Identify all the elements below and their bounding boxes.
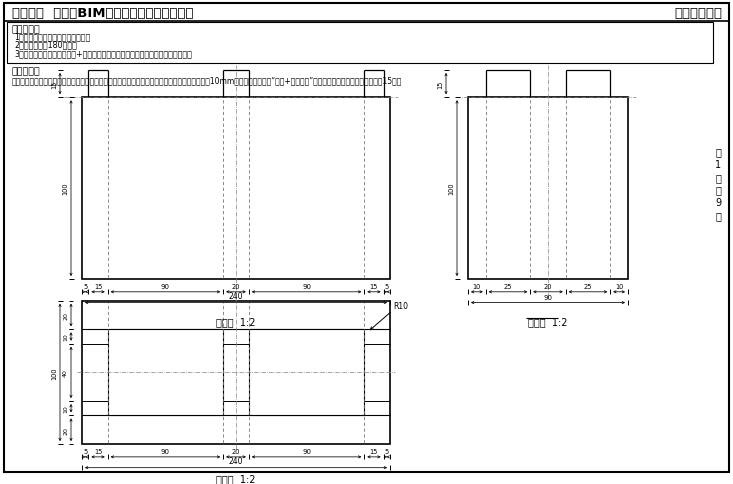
Text: 5: 5	[83, 448, 87, 454]
Text: 90: 90	[161, 448, 170, 454]
Text: 40: 40	[63, 369, 68, 377]
Text: 90: 90	[302, 283, 311, 289]
Text: 20: 20	[232, 448, 240, 454]
Text: 页: 页	[715, 172, 721, 182]
Text: 试题部分：: 试题部分：	[12, 68, 41, 76]
Text: 240: 240	[229, 291, 243, 300]
Bar	[468, 98, 628, 279]
Bar	[248, 330, 364, 416]
Text: 1．考试方式：计算机操作，闭卷；: 1．考试方式：计算机操作，闭卷；	[14, 32, 90, 41]
Text: 10: 10	[473, 283, 481, 289]
Text: 第十三期  「全国BIM技能等级考试」一级试题: 第十三期 「全国BIM技能等级考试」一级试题	[12, 7, 194, 20]
Text: 5: 5	[83, 283, 87, 289]
Text: 15: 15	[51, 80, 57, 89]
Text: 100: 100	[51, 366, 57, 379]
Text: 考试要求：: 考试要求：	[12, 26, 41, 34]
Text: 20: 20	[63, 426, 68, 434]
Text: 240: 240	[229, 456, 243, 465]
Text: 15: 15	[94, 448, 102, 454]
Text: 15: 15	[437, 80, 443, 89]
Text: 100: 100	[62, 182, 68, 195]
Text: 5: 5	[385, 448, 389, 454]
Text: 10: 10	[63, 333, 68, 341]
Text: 共: 共	[715, 185, 721, 195]
Text: 90: 90	[302, 448, 311, 454]
Text: 25: 25	[583, 283, 592, 289]
Bar	[82, 301, 390, 444]
Text: 15: 15	[369, 283, 378, 289]
Text: 20: 20	[544, 283, 552, 289]
Text: 15: 15	[94, 283, 102, 289]
Text: 10: 10	[63, 405, 68, 412]
Text: 1: 1	[715, 160, 721, 170]
Text: R10: R10	[394, 301, 408, 310]
Text: 9: 9	[715, 198, 721, 208]
Text: 10: 10	[615, 283, 623, 289]
Text: 第: 第	[715, 147, 721, 157]
Text: 左视图  1:2: 左视图 1:2	[528, 317, 568, 327]
Text: 页: 页	[715, 211, 721, 221]
Text: 90: 90	[161, 283, 170, 289]
Text: 15: 15	[369, 448, 378, 454]
Bar	[82, 98, 390, 279]
Text: 25: 25	[504, 283, 512, 289]
Bar	[7, 23, 713, 64]
Text: 5: 5	[385, 283, 389, 289]
Text: 中国图学学会: 中国图学学会	[674, 7, 722, 20]
Bar	[108, 330, 223, 416]
Text: 一、根据给定的投影图及尺寸建立镂空混凝土崩台模型，投影图中所有镂空图案的侧圆角半径均为10mm，请将模型文件以“题码+考生姓名”为文件名保存到考生文件夹中。（1: 一、根据给定的投影图及尺寸建立镂空混凝土崩台模型，投影图中所有镂空图案的侧圆角半…	[12, 76, 402, 86]
Text: 90: 90	[543, 294, 553, 300]
Text: 3．新建文件夹（以准考证号+姓名命名），用于存放本次考试中生成的全部文件。: 3．新建文件夹（以准考证号+姓名命名），用于存放本次考试中生成的全部文件。	[14, 49, 192, 58]
Text: 俯视图  1:2: 俯视图 1:2	[216, 474, 256, 484]
Text: 主视图  1:2: 主视图 1:2	[216, 317, 256, 327]
Text: 20: 20	[63, 311, 68, 319]
Text: 100: 100	[448, 182, 454, 195]
Text: 2．考试时间为180分钟；: 2．考试时间为180分钟；	[14, 41, 77, 50]
Text: 20: 20	[232, 283, 240, 289]
